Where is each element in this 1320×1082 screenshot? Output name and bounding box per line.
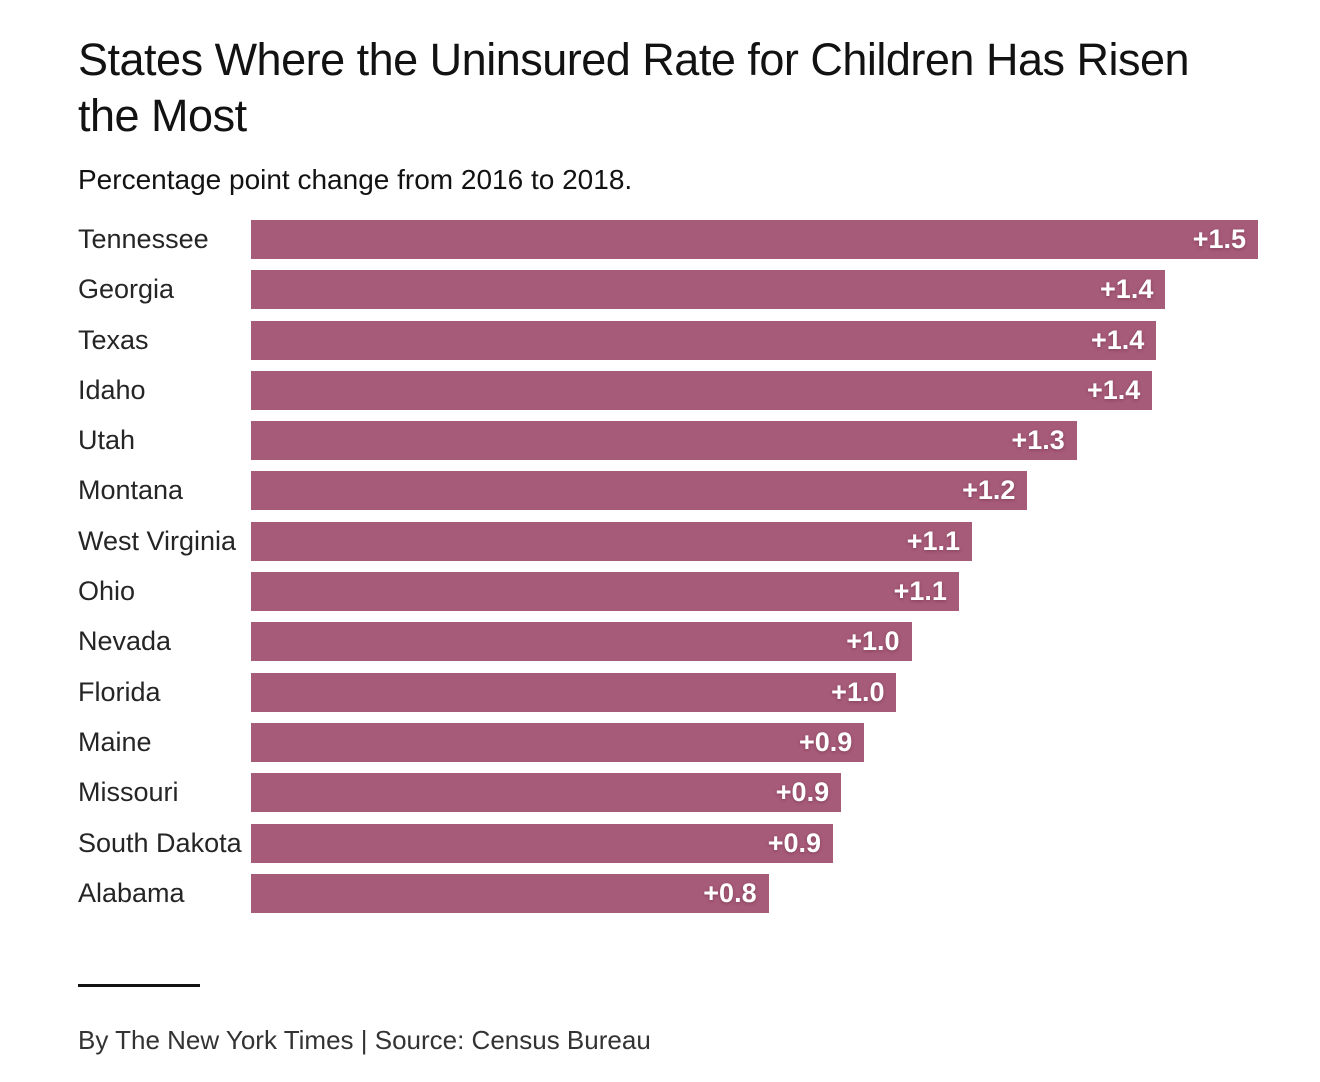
bar-track: +1.1	[251, 572, 1258, 612]
bar-track: +0.9	[251, 722, 1258, 762]
bar-value-label: +1.4	[1086, 374, 1141, 405]
bar: +1.3	[251, 421, 1077, 461]
bar-value-label: +1.1	[893, 576, 947, 607]
footer-byline: By The New York Times | Source: Census B…	[78, 1024, 651, 1055]
chart-title-line-2: the Most	[78, 90, 247, 141]
bar-row: Alabama +0.8	[78, 873, 1260, 913]
bar: +1.1	[251, 521, 972, 561]
bar-row: Utah +1.3	[78, 421, 1260, 461]
state-label: Florida	[78, 676, 161, 707]
bar: +0.9	[251, 722, 865, 762]
bar-row: West Virginia +1.1	[78, 521, 1260, 561]
bar-chart: Tennessee +1.5 Georgia +1.4 Texas +1.4 I…	[78, 220, 1260, 913]
bar-track: +1.0	[251, 672, 1258, 712]
bar: +1.2	[251, 471, 1028, 511]
bar-value-label: +0.9	[775, 777, 830, 808]
bar-track: +1.3	[251, 421, 1258, 461]
state-label: Tennessee	[78, 224, 209, 254]
state-label: Maine	[78, 726, 152, 757]
state-label: Missouri	[78, 777, 179, 808]
bar-value-label: +1.3	[1011, 425, 1065, 456]
bar-row: Florida +1.0	[78, 672, 1260, 712]
bar-track: +0.9	[251, 823, 1258, 863]
bar-track: +0.9	[251, 773, 1258, 813]
bar-row: Nevada +1.0	[78, 622, 1260, 662]
bar-value-label: +1.4	[1090, 324, 1145, 355]
state-label: Idaho	[78, 374, 146, 405]
state-label: West Virginia	[78, 525, 237, 556]
bar: +1.0	[251, 622, 912, 662]
chart-subtitle: Percentage point change from 2016 to 201…	[78, 164, 633, 195]
bar-row: Ohio +1.1	[78, 572, 1260, 612]
bar-value-label: +1.1	[906, 525, 960, 556]
state-label: South Dakota	[78, 827, 242, 858]
bar-row: Maine +0.9	[78, 722, 1260, 762]
bar-row: Georgia +1.4	[78, 270, 1260, 310]
bar-value-label: +1.0	[846, 626, 900, 657]
bar-track: +1.4	[251, 270, 1258, 310]
bar: +0.8	[251, 873, 769, 913]
bar-track: +0.8	[251, 873, 1258, 913]
state-label: Texas	[78, 324, 149, 355]
bar-row: Montana +1.2	[78, 471, 1260, 511]
bar-track: +1.5	[251, 220, 1258, 259]
bar: +0.9	[251, 773, 842, 813]
bar-row: South Dakota +0.9	[78, 823, 1260, 863]
chart-title: States Where the Uninsured Rate for Chil…	[78, 32, 1260, 144]
bar: +1.4	[251, 270, 1166, 310]
bar: +1.5	[251, 220, 1258, 259]
state-label: Nevada	[78, 626, 172, 657]
bar-value-label: +1.2	[962, 475, 1016, 506]
bar: +1.4	[251, 320, 1157, 360]
bar-track: +1.1	[251, 521, 1258, 561]
state-label: Alabama	[78, 877, 185, 908]
bar-value-label: +1.5	[1192, 224, 1246, 254]
bar-row: Tennessee +1.5	[78, 220, 1260, 259]
bar-value-label: +1.0	[831, 676, 885, 707]
state-label: Georgia	[78, 274, 175, 305]
footer-rule	[78, 983, 200, 987]
state-label: Montana	[78, 475, 184, 506]
bar-row: Idaho +1.4	[78, 370, 1260, 410]
bar: +0.9	[251, 823, 834, 863]
bar: +1.1	[251, 572, 959, 612]
bar-value-label: +0.9	[798, 726, 853, 757]
chart-title-line-1: States Where the Uninsured Rate for Chil…	[78, 34, 1190, 85]
bar-track: +1.4	[251, 320, 1258, 360]
bar-row: Texas +1.4	[78, 320, 1260, 360]
bar: +1.0	[251, 672, 897, 712]
bar-value-label: +0.8	[703, 877, 757, 908]
state-label: Utah	[78, 425, 136, 456]
bar: +1.4	[251, 370, 1153, 410]
bar-value-label: +1.4	[1100, 274, 1154, 305]
bar-track: +1.0	[251, 622, 1258, 662]
bar-track: +1.2	[251, 471, 1258, 511]
state-label: Ohio	[78, 576, 136, 607]
bar-track: +1.4	[251, 370, 1258, 410]
bar-value-label: +0.9	[767, 827, 822, 858]
bar-row: Missouri +0.9	[78, 773, 1260, 813]
